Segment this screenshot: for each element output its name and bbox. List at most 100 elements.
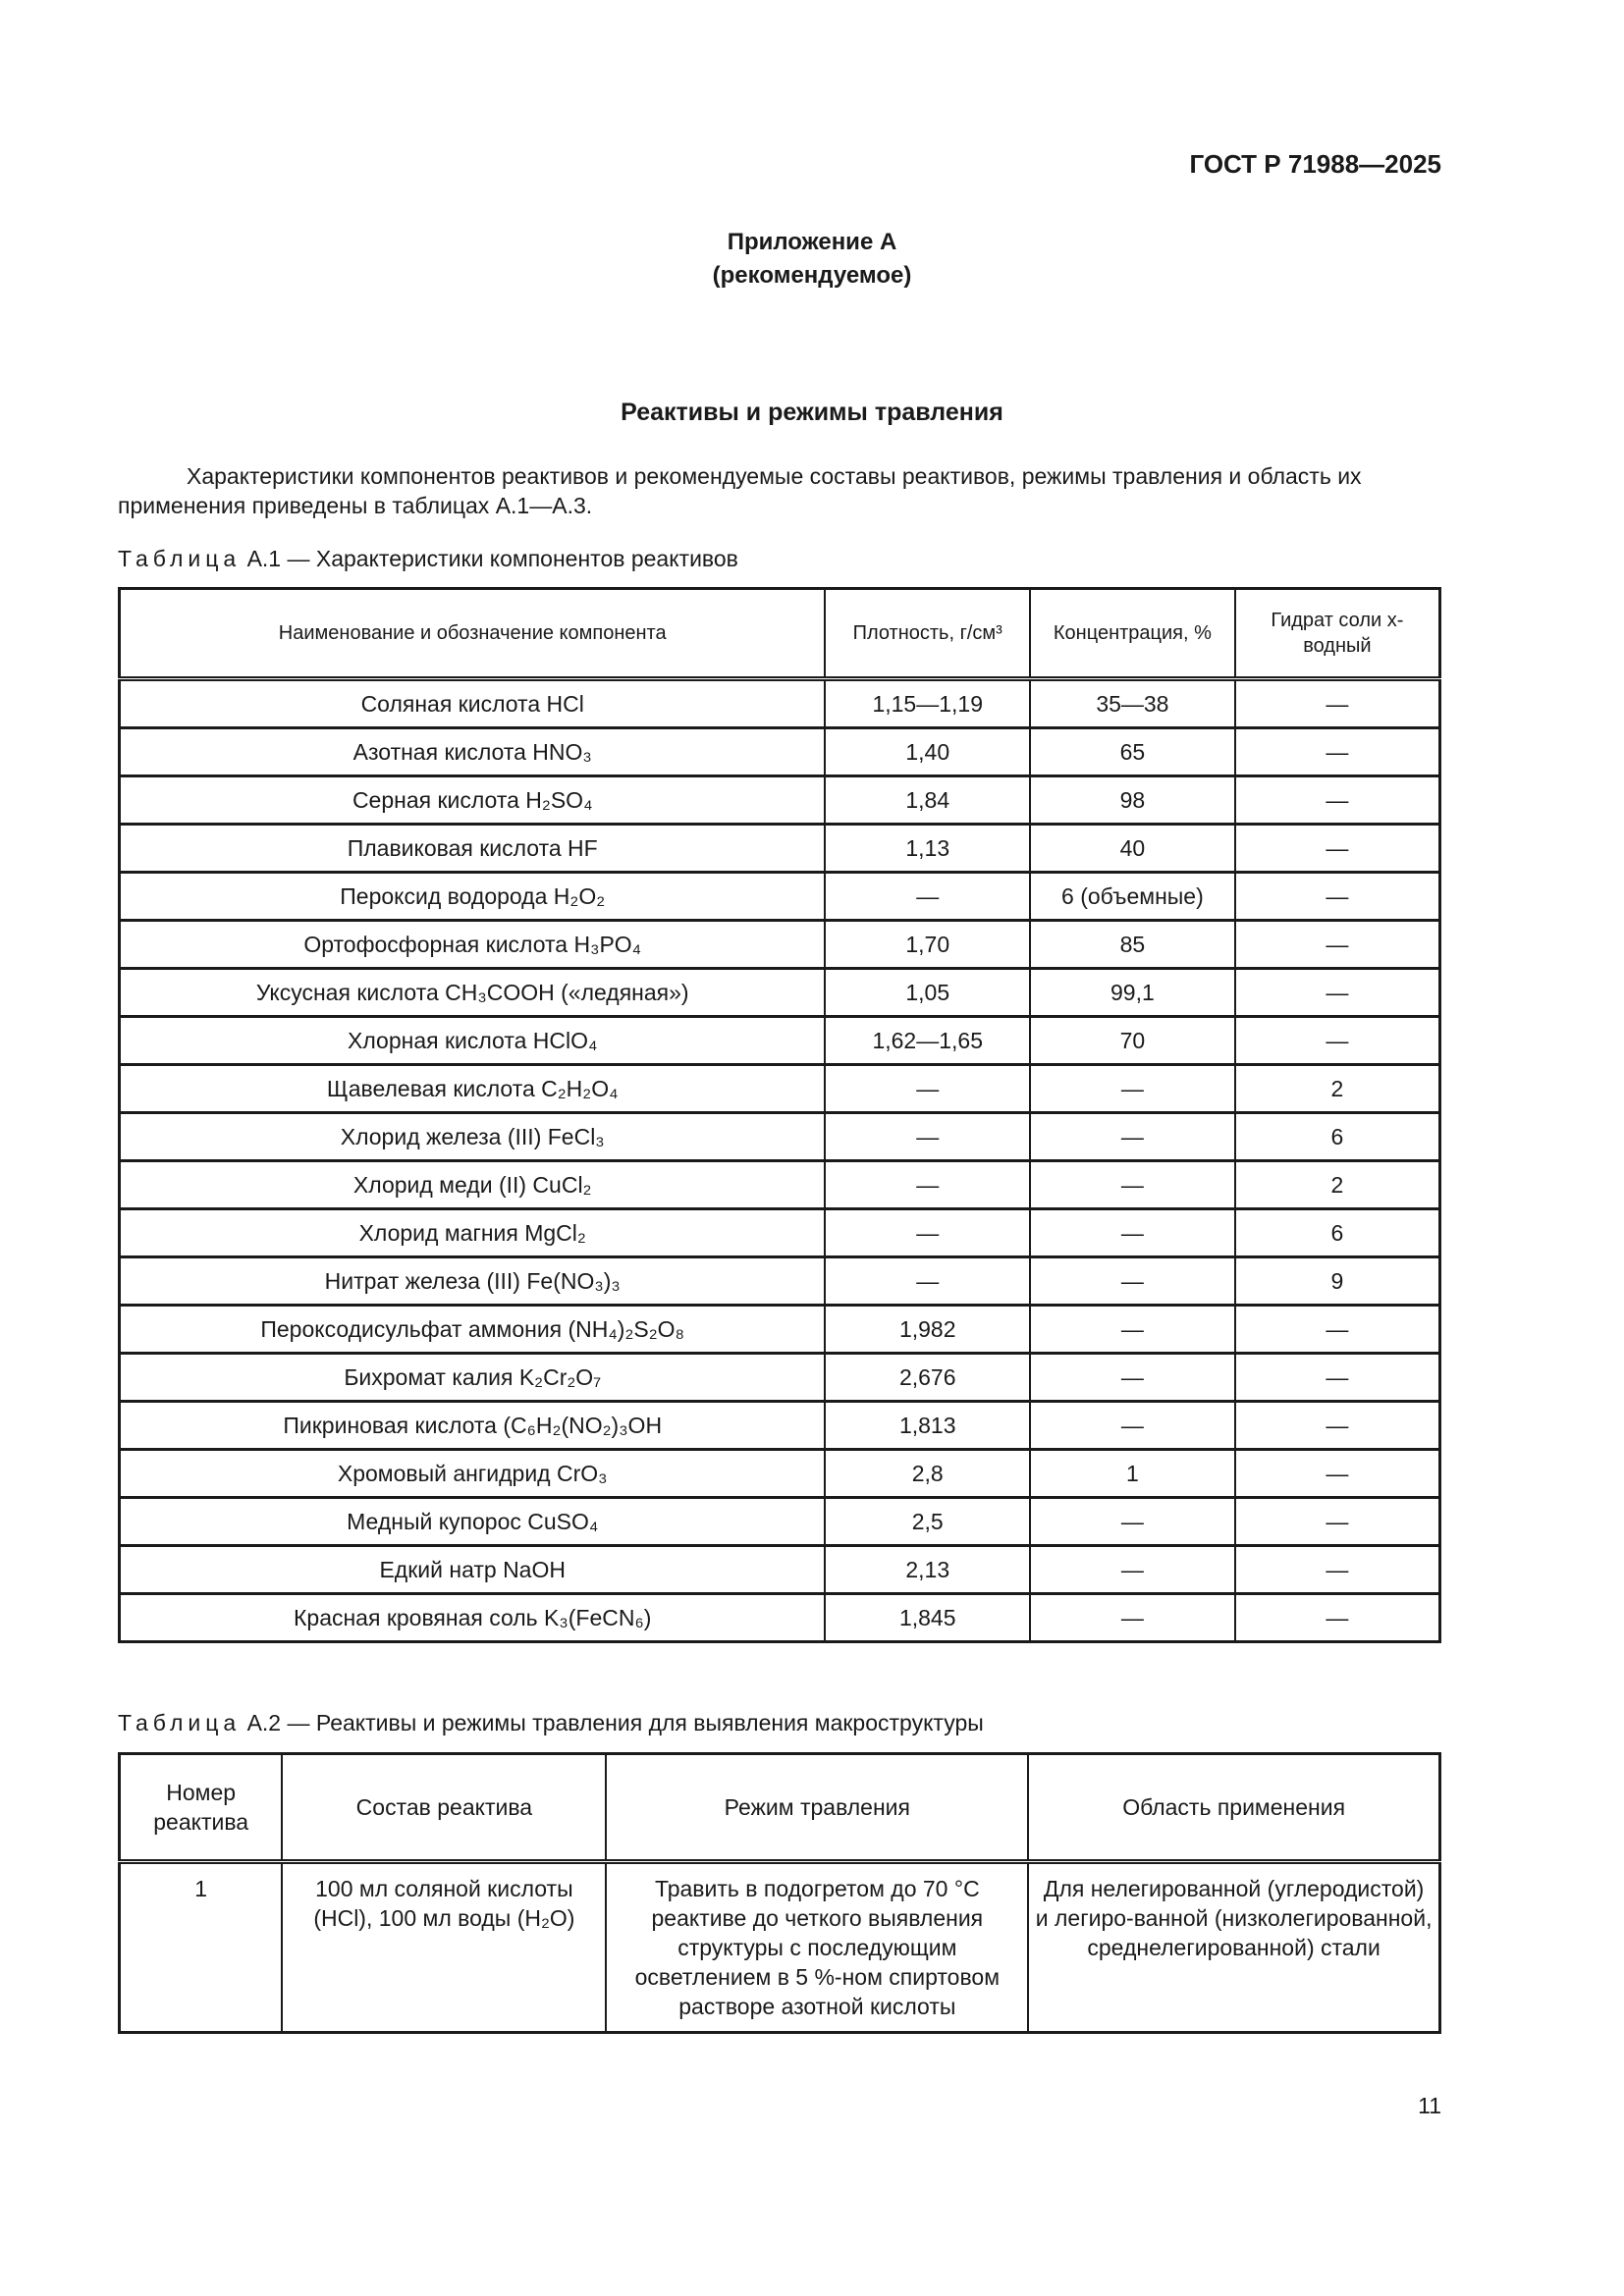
table-a2: Номер реактива Состав реактива Режим тра… <box>118 1752 1441 2034</box>
cell-density: 1,40 <box>824 726 1032 777</box>
cell-component: Азотная кислота HNO₃ <box>118 726 827 777</box>
col-header-mode: Режим травления <box>605 1752 1030 1863</box>
table-row: Уксусная кислота CH₃COOH («ледяная») 1,05… <box>118 967 1441 1018</box>
cell-concentration: 1 <box>1029 1448 1236 1499</box>
table-a1: Наименование и обозначение компонента Пл… <box>118 587 1441 1643</box>
table2-caption-text: А.2 — Реактивы и режимы травления для вы… <box>246 1710 984 1735</box>
cell-density: 1,813 <box>824 1400 1032 1451</box>
table1-caption-label: Таблица <box>118 546 242 571</box>
cell-density: — <box>824 1255 1032 1307</box>
cell-concentration: — <box>1029 1592 1236 1643</box>
table-row: Серная кислота H₂SO₄ 1,84 98— <box>118 774 1441 826</box>
cell-component: Хлорид железа (III) FeCl₃ <box>118 1111 827 1162</box>
cell-hydrate: — <box>1233 1448 1441 1499</box>
cell-density: 1,845 <box>824 1592 1032 1643</box>
table-row: 1 100 мл соляной кислоты (HCl), 100 мл во… <box>118 1860 1441 2034</box>
table-row: Медный купорос CuSO₄ 2,5— — <box>118 1496 1441 1547</box>
cell-hydrate: 2 <box>1233 1159 1441 1210</box>
cell-hydrate: — <box>1233 1496 1441 1547</box>
cell-density: 1,84 <box>824 774 1032 826</box>
cell-hydrate: 2 <box>1233 1063 1441 1114</box>
cell-hydrate: — <box>1233 919 1441 970</box>
intro-paragraph: Характеристики компонентов реактивов и р… <box>118 463 1362 518</box>
cell-concentration: 99,1 <box>1029 967 1236 1018</box>
cell-density: 1,15—1,19 <box>824 677 1032 729</box>
cell-concentration: 65 <box>1029 726 1236 777</box>
cell-component: Медный купорос CuSO₄ <box>118 1496 827 1547</box>
cell-density: 1,05 <box>824 967 1032 1018</box>
cell-concentration: — <box>1029 1400 1236 1451</box>
cell-component: Бихромат калия K₂Cr₂O₇ <box>118 1352 827 1403</box>
document-code: ГОСТ Р 71988—2025 <box>1189 149 1441 179</box>
section-title: Реактивы и режимы травления <box>621 399 1003 426</box>
appendix-heading: Приложение А (рекомендуемое) <box>0 226 1624 293</box>
cell-mode: Травить в подогретом до 70 °C реактиве д… <box>605 1860 1030 2034</box>
table1-caption: Таблица А.1 — Характеристики компонентов… <box>118 546 738 572</box>
table-row: Едкий натр NaOH 2,13— — <box>118 1544 1441 1595</box>
cell-number: 1 <box>118 1860 284 2034</box>
cell-component: Пероксодисульфат аммония (NH₄)₂S₂O₈ <box>118 1304 827 1355</box>
table-row: Плавиковая кислота HF 1,13 40— <box>118 823 1441 874</box>
cell-hydrate: — <box>1233 677 1441 729</box>
col-header-concentration: Концентрация, % <box>1029 587 1236 680</box>
table1-caption-text: А.1 — Характеристики компонентов реактив… <box>246 546 738 571</box>
cell-density: 1,982 <box>824 1304 1032 1355</box>
table-row: Азотная кислота HNO₃ 1,40 65— <box>118 726 1441 777</box>
cell-component: Хлорид меди (II) CuCl₂ <box>118 1159 827 1210</box>
cell-concentration: — <box>1029 1255 1236 1307</box>
appendix-title: Приложение А <box>727 229 897 255</box>
cell-hydrate: — <box>1233 871 1441 922</box>
table-row: Пикриновая кислота (C₆H₂(NO₂)₃OH 1,813— — <box>118 1400 1441 1451</box>
cell-composition: 100 мл соляной кислоты (HCl), 100 мл вод… <box>281 1860 608 2034</box>
col-header-composition: Состав реактива <box>281 1752 608 1863</box>
col-header-application: Область применения <box>1027 1752 1441 1863</box>
table-row: Щавелевая кислота C₂H₂O₄ — —2 <box>118 1063 1441 1114</box>
cell-concentration: — <box>1029 1496 1236 1547</box>
col-header-density: Плотность, г/см³ <box>824 587 1032 680</box>
cell-hydrate: 9 <box>1233 1255 1441 1307</box>
cell-concentration: — <box>1029 1063 1236 1114</box>
table2-caption-label: Таблица <box>118 1710 242 1735</box>
cell-density: 1,13 <box>824 823 1032 874</box>
table-row: Пероксодисульфат аммония (NH₄)₂S₂O₈ 1,982… <box>118 1304 1441 1355</box>
cell-density: 2,676 <box>824 1352 1032 1403</box>
table-row: Хлорид железа (III) FeCl₃ — —6 <box>118 1111 1441 1162</box>
cell-component: Пикриновая кислота (C₆H₂(NO₂)₃OH <box>118 1400 827 1451</box>
col-header-hydrate: Гидрат соли x-водный <box>1233 587 1441 680</box>
cell-density: — <box>824 1159 1032 1210</box>
cell-component: Едкий натр NaOH <box>118 1544 827 1595</box>
cell-concentration: — <box>1029 1207 1236 1258</box>
table-row: Ортофосфорная кислота H₃PO₄ 1,70 85— <box>118 919 1441 970</box>
col-header-number: Номер реактива <box>118 1752 284 1863</box>
cell-hydrate: — <box>1233 1352 1441 1403</box>
cell-component: Хлорид магния MgCl₂ <box>118 1207 827 1258</box>
cell-component: Хлорная кислота HClO₄ <box>118 1015 827 1066</box>
cell-component: Красная кровяная соль K₃(FeCN₆) <box>118 1592 827 1643</box>
cell-component: Хромовый ангидрид CrO₃ <box>118 1448 827 1499</box>
cell-hydrate: — <box>1233 1544 1441 1595</box>
cell-hydrate: — <box>1233 967 1441 1018</box>
cell-concentration: 70 <box>1029 1015 1236 1066</box>
cell-density: 1,70 <box>824 919 1032 970</box>
cell-concentration: 98 <box>1029 774 1236 826</box>
cell-hydrate: — <box>1233 823 1441 874</box>
col-header-component: Наименование и обозначение компонента <box>118 587 827 680</box>
cell-hydrate: 6 <box>1233 1111 1441 1162</box>
table-row: Пероксид водорода H₂O₂ —6 (объемные) — <box>118 871 1441 922</box>
appendix-subtitle: (рекомендуемое) <box>712 262 912 289</box>
table-row: Бихромат калия K₂Cr₂O₇ 2,676— — <box>118 1352 1441 1403</box>
cell-hydrate: — <box>1233 1015 1441 1066</box>
cell-concentration: 40 <box>1029 823 1236 874</box>
cell-component: Уксусная кислота CH₃COOH («ледяная») <box>118 967 827 1018</box>
cell-component: Серная кислота H₂SO₄ <box>118 774 827 826</box>
cell-density: — <box>824 871 1032 922</box>
cell-density: — <box>824 1111 1032 1162</box>
cell-component: Пероксид водорода H₂O₂ <box>118 871 827 922</box>
cell-component: Плавиковая кислота HF <box>118 823 827 874</box>
cell-concentration: — <box>1029 1111 1236 1162</box>
cell-component: Соляная кислота HCl <box>118 677 827 729</box>
cell-component: Щавелевая кислота C₂H₂O₄ <box>118 1063 827 1114</box>
cell-hydrate: — <box>1233 726 1441 777</box>
cell-concentration: — <box>1029 1159 1236 1210</box>
cell-hydrate: 6 <box>1233 1207 1441 1258</box>
